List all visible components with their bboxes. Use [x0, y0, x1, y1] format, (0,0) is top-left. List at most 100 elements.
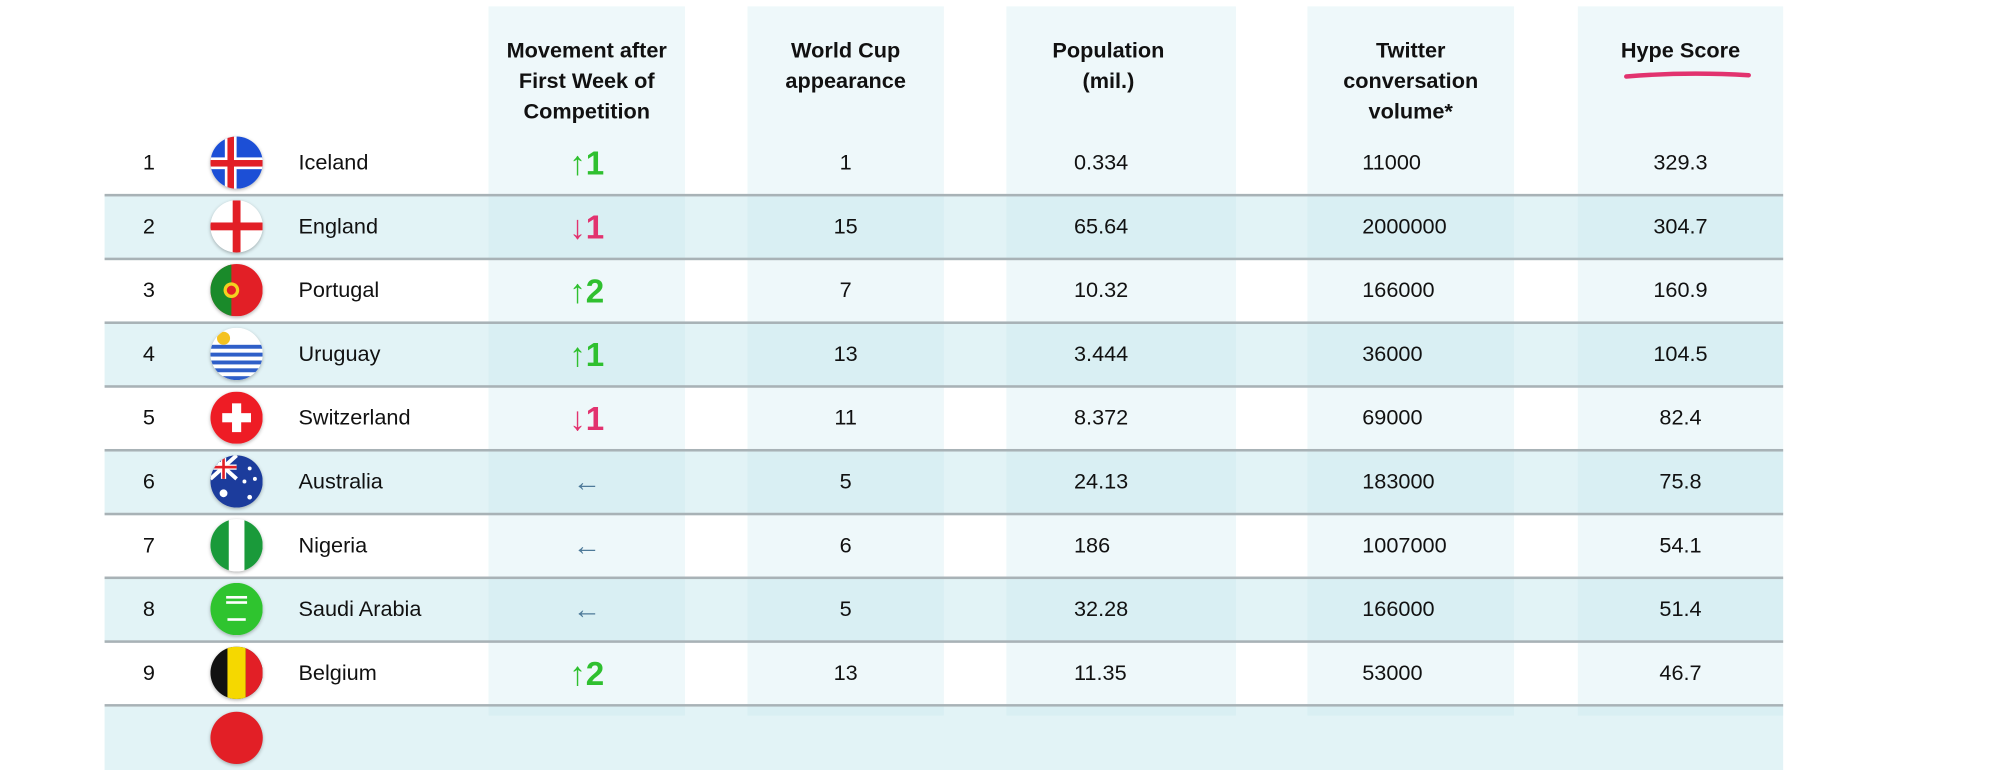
- uruguay-flag-icon: [210, 327, 263, 381]
- hype-score: 51.4: [1659, 596, 1702, 622]
- population: 10.32: [1073, 278, 1129, 303]
- twitter-volume: 11000: [1362, 150, 1421, 175]
- table-row: 3 Portugal ↑2 7 10.32 166000 160.9: [105, 259, 1784, 323]
- country-name: England: [298, 214, 379, 239]
- hype-score: 104.5: [1653, 341, 1708, 367]
- header-population: Population (mil.): [1052, 38, 1165, 94]
- twitter-volume: 36000: [1362, 341, 1423, 367]
- portugal-flag-icon: [210, 264, 263, 317]
- row-divider: [104, 193, 1784, 197]
- table-row: 1 Iceland ↑1 1 0.334 11000 329.3: [105, 131, 1784, 195]
- row-divider: [104, 321, 1784, 324]
- hype-score: 160.9: [1653, 278, 1708, 303]
- flag-icon: [210, 711, 263, 765]
- population: 24.13: [1073, 469, 1129, 494]
- table-row: 6 Australia ← 5 24.13 183000 75.8: [104, 450, 1784, 515]
- row-divider: [104, 640, 1784, 643]
- country-name: Saudi Arabia: [298, 596, 422, 622]
- header-movement: Movement after First Week of Competition: [506, 38, 667, 124]
- movement-indicator: ↑1: [569, 335, 605, 374]
- header-twitter: Twitter conversation volume*: [1343, 38, 1479, 124]
- table-row-partial: [104, 706, 1784, 770]
- country-name: Australia: [298, 469, 383, 494]
- population: 11.35: [1073, 660, 1127, 685]
- header-hype-score: Hype Score: [1620, 38, 1741, 63]
- table-row: 9 Belgium ↑2 13 11.35 53000 46.7: [105, 642, 1784, 706]
- row-divider: [104, 704, 1784, 707]
- world-cup-appearances: 15: [833, 214, 858, 239]
- hype-score: 304.7: [1653, 214, 1708, 239]
- saudi-arabia-flag-icon: [210, 582, 263, 636]
- nigeria-flag-icon: [210, 519, 263, 572]
- hype-score: 46.7: [1659, 660, 1702, 685]
- movement-indicator: ↑2: [569, 654, 605, 693]
- row-divider: [104, 448, 1784, 452]
- world-cup-appearances: 13: [833, 341, 858, 367]
- england-flag-icon: [210, 200, 263, 253]
- population: 65.64: [1073, 214, 1129, 239]
- movement-indicator: ↑1: [569, 144, 605, 183]
- movement-indicator: ↓1: [569, 399, 605, 438]
- rank: 4: [142, 341, 155, 367]
- australia-flag-icon: [210, 455, 263, 508]
- rank: 7: [142, 533, 155, 558]
- rank: 3: [142, 278, 155, 303]
- hype-score: 329.3: [1653, 150, 1708, 175]
- hype-score: 75.8: [1659, 469, 1702, 494]
- movement-indicator: ←: [572, 593, 601, 625]
- twitter-volume: 166000: [1362, 596, 1435, 622]
- table-row: 2 England ↓1 15 65.64 2000000 304.7: [104, 195, 1784, 259]
- population-column-bg: [1006, 6, 1236, 716]
- population: 8.372: [1073, 405, 1129, 430]
- rank: 2: [142, 214, 155, 239]
- hype-ranking-table: Movement after First Week of Competition…: [104, 6, 1784, 770]
- movement-indicator: ↑2: [569, 271, 605, 310]
- country-name: Uruguay: [298, 341, 381, 367]
- table-row: 4 Uruguay ↑1 13 3.444 36000 104.5: [104, 322, 1784, 387]
- rank: 9: [142, 660, 155, 685]
- world-cup-appearances: 5: [839, 596, 852, 622]
- world-cup-appearances: 5: [839, 469, 852, 494]
- world-cup-appearances: 13: [833, 660, 858, 685]
- belgium-flag-icon: [210, 646, 263, 699]
- world-cup-appearances: 11: [834, 405, 857, 430]
- rank: 5: [142, 405, 155, 430]
- hype-column-bg: [1577, 6, 1784, 716]
- world-cup-appearances: 7: [839, 278, 852, 303]
- movement-indicator: ←: [572, 529, 601, 562]
- table-row: 5 Switzerland ↓1 11 8.372 69000 82.4: [105, 386, 1784, 450]
- country-name: Portugal: [298, 278, 380, 303]
- row-divider: [104, 512, 1784, 516]
- switzerland-flag-icon: [210, 391, 263, 444]
- hype-underline: [1624, 71, 1751, 79]
- row-divider: [104, 257, 1784, 261]
- twitter-volume: 69000: [1362, 405, 1423, 430]
- world-cup-appearances: 1: [839, 150, 852, 175]
- population: 3.444: [1073, 341, 1129, 367]
- movement-column-bg: [488, 6, 685, 716]
- world-cup-appearances: 6: [839, 533, 852, 558]
- twitter-volume: 53000: [1362, 660, 1423, 685]
- population: 186: [1073, 533, 1111, 558]
- table-row: 8 Saudi Arabia ← 5 32.28 166000 51.4: [104, 577, 1784, 642]
- country-name: Belgium: [298, 660, 377, 685]
- twitter-volume: 166000: [1362, 278, 1435, 303]
- movement-indicator: ←: [572, 465, 601, 498]
- hype-score: 54.1: [1659, 533, 1702, 558]
- country-name: Switzerland: [298, 405, 411, 430]
- table-row: 7 Nigeria ← 6 186 1007000 54.1: [105, 514, 1784, 578]
- row-divider: [104, 576, 1784, 580]
- rank: 6: [142, 469, 155, 494]
- rank: 8: [142, 596, 155, 622]
- world-cup-column-bg: [747, 6, 944, 716]
- twitter-volume: 1007000: [1362, 533, 1447, 558]
- population: 0.334: [1073, 150, 1129, 175]
- movement-indicator: ↓1: [569, 207, 605, 247]
- twitter-volume: 2000000: [1362, 214, 1447, 239]
- row-divider: [104, 385, 1784, 388]
- population: 32.28: [1073, 596, 1129, 622]
- rank: 1: [142, 150, 155, 175]
- iceland-flag-icon: [210, 136, 263, 189]
- hype-score: 82.4: [1659, 405, 1702, 430]
- header-world-cup: World Cup appearance: [785, 38, 906, 94]
